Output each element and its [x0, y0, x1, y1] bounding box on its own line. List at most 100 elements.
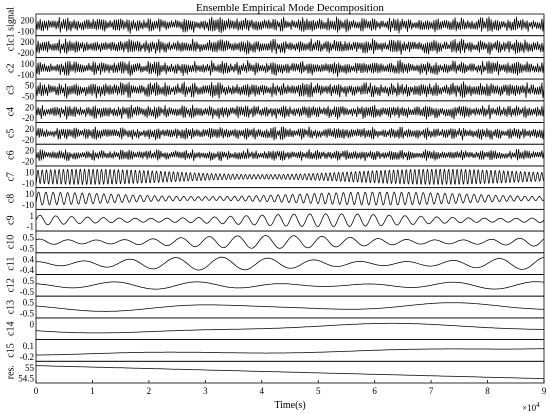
imf-panel: 10-10 c8 — [5, 187, 545, 210]
y-tick-label: 100 — [21, 59, 35, 69]
x-tick-label: 0 — [34, 386, 39, 396]
x-tick-label: 7 — [429, 386, 434, 396]
series-label: c9 — [5, 215, 16, 224]
series-label: c14 — [5, 322, 16, 336]
y-tick-label: -100 — [18, 26, 35, 36]
x-tick-label: 1 — [90, 386, 95, 396]
panel-frame — [35, 187, 545, 210]
imf-trace — [35, 126, 545, 141]
y-tick-label: -10 — [22, 178, 34, 188]
y-tick-label: 0 — [30, 319, 35, 329]
x-axis-label: Time(s) — [274, 400, 305, 411]
x-tick-label: 4 — [260, 386, 265, 396]
x-tick-label: 8 — [485, 386, 490, 396]
imf-trace — [35, 148, 545, 162]
y-tick-label: -0.2 — [20, 352, 34, 362]
imf-panel: 0.5-0.5 c10 — [5, 230, 545, 254]
imf-trace — [35, 59, 545, 77]
y-tick-label: -20 — [22, 113, 34, 123]
series-label: c5 — [5, 129, 16, 138]
y-tick-label: 20 — [25, 146, 35, 156]
series-label: c12 — [5, 278, 16, 292]
imf-trace — [35, 365, 545, 380]
y-tick-label: -1 — [27, 222, 35, 232]
series-label: c6 — [5, 150, 16, 159]
imf-trace — [35, 38, 545, 55]
panel-frame — [35, 360, 545, 384]
y-tick-label: 0.5 — [23, 276, 35, 286]
panel-frame — [35, 230, 545, 254]
series-label: c10 — [5, 235, 16, 249]
series-label: c4 — [5, 107, 16, 116]
imf-panel: 50-50 c3 — [5, 78, 545, 101]
y-tick-label: 1 — [30, 211, 35, 221]
x-tick-label: 2 — [147, 386, 152, 396]
imf-trace — [35, 213, 545, 228]
y-tick-label: 50 — [25, 81, 35, 91]
y-tick-label: 0.1 — [23, 341, 34, 351]
y-tick-label: 200 — [21, 37, 35, 47]
imf-panel: 1-1 c9 — [5, 208, 545, 232]
imf-panel: 0 c14 — [5, 317, 545, 340]
panel-frame — [35, 339, 545, 362]
imf-trace — [36, 348, 544, 356]
imf-trace — [35, 302, 545, 312]
y-tick-label: 0.4 — [23, 254, 35, 264]
chart-title: Ensemble Empirical Mode Decomposition — [196, 2, 384, 14]
x-tick-label: 5 — [316, 386, 321, 396]
panel-frame — [35, 100, 545, 123]
x-tick-label: 9 — [542, 386, 547, 396]
imf-trace — [35, 16, 545, 34]
panel-frame — [35, 143, 545, 167]
series-label: c8 — [5, 194, 16, 203]
y-tick-label: -0.5 — [20, 287, 35, 297]
x-multiplier: ×104 — [522, 401, 540, 413]
imf-trace — [36, 256, 545, 271]
imf-panel: 20-20 c5 — [5, 122, 545, 145]
y-tick-label: 10 — [25, 189, 35, 199]
imf-panel: 20-20 c4 — [5, 100, 545, 123]
panel-frame — [35, 317, 545, 340]
series-label: res. — [5, 365, 16, 379]
imf-panel: 0.4-0.4 c11 — [5, 252, 545, 275]
x-tick-label: 3 — [203, 386, 208, 396]
y-tick-label: 0.5 — [23, 298, 35, 308]
imf-trace — [35, 81, 545, 99]
y-tick-label: 20 — [25, 102, 35, 112]
y-tick-label: 54.5 — [18, 374, 34, 384]
imf-panel: 0.5-0.5 c12 — [5, 274, 545, 297]
y-tick-label: -50 — [22, 91, 34, 101]
x-axis: 0 1 2 3 4 5 6 7 8 9 — [34, 380, 547, 396]
y-tick-label: -0.4 — [20, 265, 35, 275]
panel-frame — [35, 35, 545, 58]
imf-panel: 20-20 c6 — [5, 143, 545, 167]
imf-trace — [35, 191, 545, 206]
series-label: c11 — [5, 257, 16, 271]
series-label: c7 — [5, 172, 16, 181]
panel-frame — [35, 13, 545, 37]
panel-frame — [35, 274, 545, 297]
y-tick-label: 20 — [25, 124, 35, 134]
series-label: c1 signal — [5, 7, 16, 43]
series-label: c13 — [5, 300, 16, 314]
imf-trace — [35, 235, 545, 249]
y-tick-label: 200 — [21, 16, 35, 26]
y-tick-label: -20 — [22, 157, 34, 167]
y-tick-label: -200 — [18, 48, 35, 58]
y-tick-label: 0.5 — [23, 233, 35, 243]
y-tick-label: -0.5 — [20, 309, 35, 319]
imf-panel: 10-10 c7 — [5, 165, 545, 188]
y-tick-label: -20 — [22, 135, 34, 145]
series-label: c1 — [5, 42, 16, 51]
series-label: c15 — [5, 343, 16, 357]
y-tick-label: -0.5 — [20, 243, 35, 253]
series-label: c2 — [5, 64, 16, 73]
y-tick-label: -10 — [22, 200, 34, 210]
series-label: c3 — [5, 85, 16, 94]
panel-frame — [35, 57, 545, 80]
imf-trace — [35, 281, 545, 290]
